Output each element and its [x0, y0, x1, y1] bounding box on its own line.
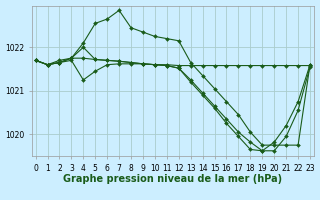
X-axis label: Graphe pression niveau de la mer (hPa): Graphe pression niveau de la mer (hPa) — [63, 174, 282, 184]
